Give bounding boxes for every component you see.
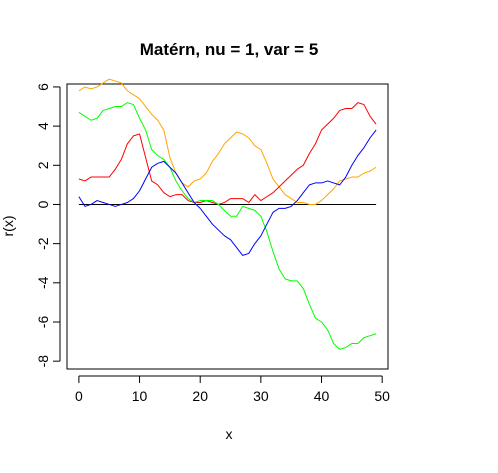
y-tick-label: 6: [35, 83, 51, 91]
y-tick-label: -2: [35, 237, 51, 250]
x-axis: 0 10 20 30 40 50: [75, 375, 390, 404]
y-tick-label: 4: [35, 122, 51, 130]
y-tick-label: 2: [35, 161, 51, 169]
series-line-4: [78, 129, 377, 256]
x-axis-label: x: [226, 426, 233, 442]
series-line-1: [78, 78, 377, 205]
x-tick-label: 10: [132, 388, 148, 404]
x-tick-label: 20: [192, 388, 208, 404]
plot-frame: [66, 83, 389, 370]
series-group: [78, 78, 377, 350]
x-tick-label: 40: [314, 388, 330, 404]
series-line-2: [78, 102, 377, 205]
y-tick-label: -8: [35, 355, 51, 368]
x-tick-label: 50: [374, 388, 390, 404]
series-line-3: [78, 102, 377, 350]
y-tick-label: -6: [35, 316, 51, 329]
y-tick-label: 0: [35, 200, 51, 208]
y-axis-label: r(x): [0, 216, 16, 237]
chart-title: Matérn, nu = 1, var = 5: [140, 40, 319, 59]
y-tick-label: -4: [35, 276, 51, 289]
y-axis: -8 -6 -4 -2 0 2 4 6: [35, 83, 61, 368]
x-tick-label: 30: [253, 388, 269, 404]
x-tick-label: 0: [75, 388, 83, 404]
